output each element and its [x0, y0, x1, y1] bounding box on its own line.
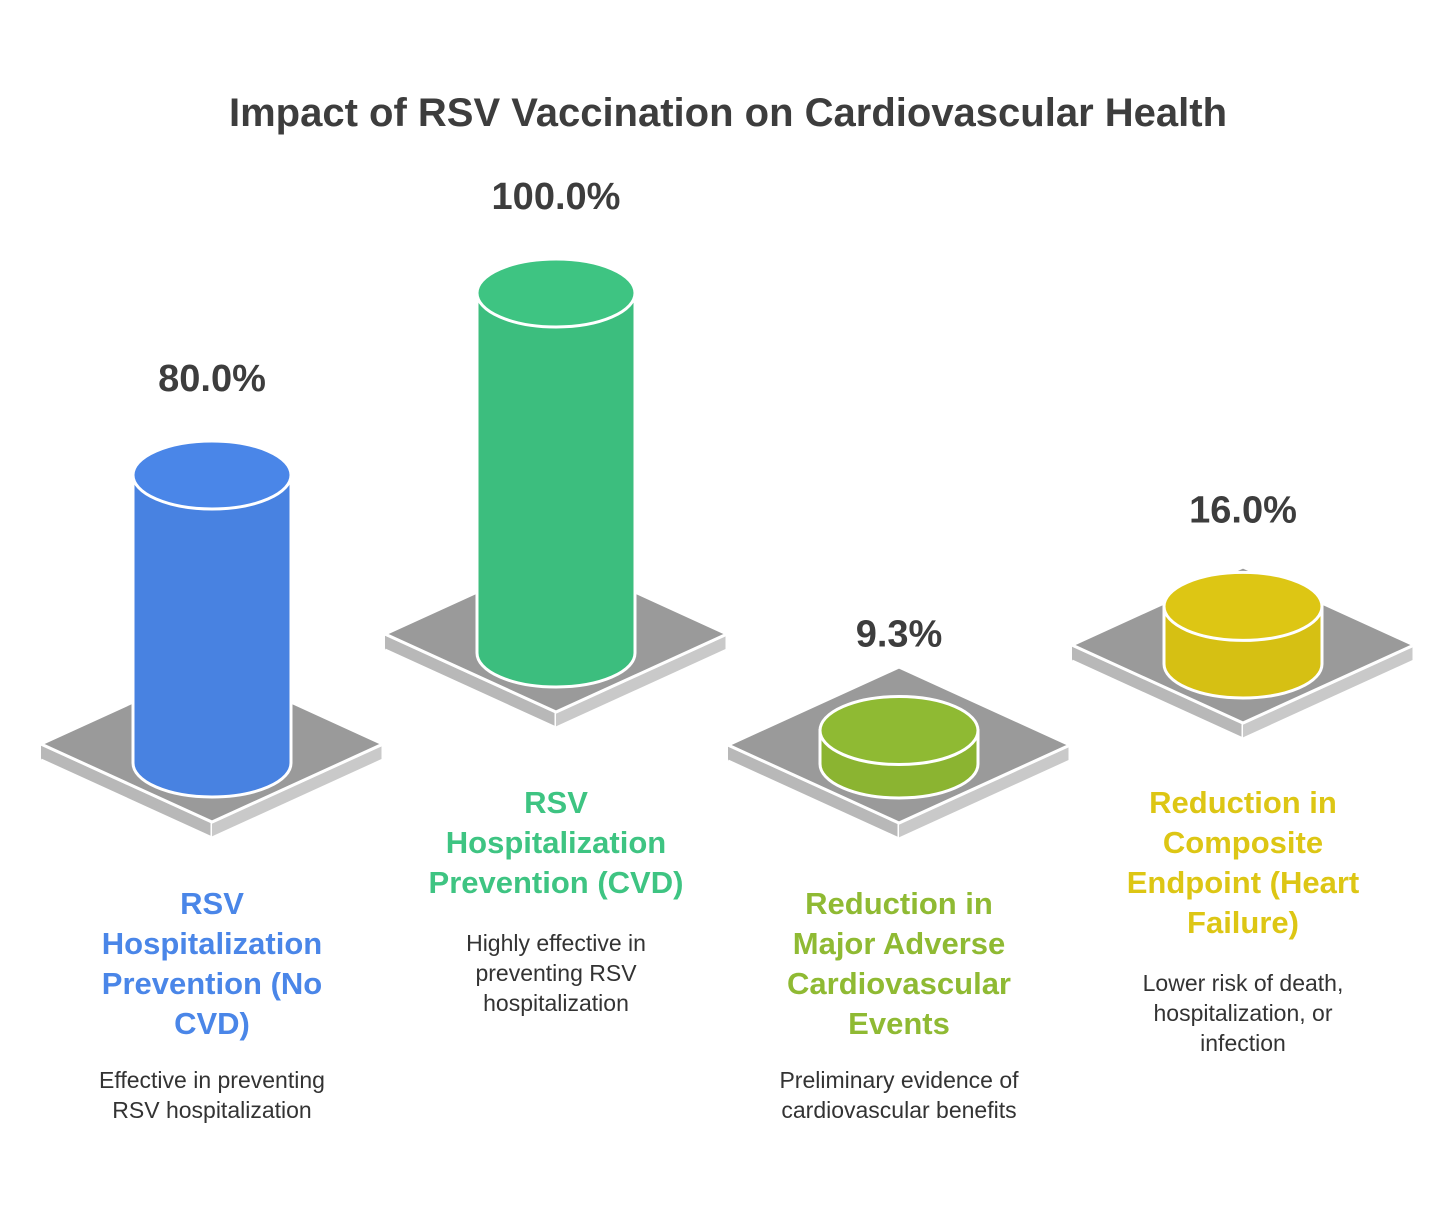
chart-title: Impact of RSV Vaccination on Cardiovascu…: [229, 91, 1227, 135]
bar-cylinder-top: [1162, 570, 1324, 642]
category-label-line: Prevention (CVD): [429, 865, 684, 900]
bar-group: 80.0% RSV Hospitalization Prevention (No CVD…: [39, 358, 385, 1123]
description-line: Lower risk of death,: [1143, 970, 1344, 996]
category-label: Reduction in Composite Endpoint (Heart Fail…: [1127, 785, 1360, 940]
bars-group: 80.0% RSV Hospitalization Prevention (No CVD…: [39, 176, 1416, 1123]
bar-cylinder-top: [818, 695, 980, 767]
category-label: Reduction in Major Adverse Cardiovascular E…: [787, 886, 1011, 1041]
bar-value-label: 16.0%: [1189, 489, 1297, 531]
category-label-line: Reduction in: [805, 886, 993, 921]
category-label-line: Events: [848, 1006, 950, 1041]
category-label: RSV Hospitalization Prevention (No CVD): [102, 886, 322, 1041]
category-label-line: Failure): [1187, 905, 1299, 940]
category-label-line: Endpoint (Heart: [1127, 865, 1360, 900]
category-label-line: Composite: [1163, 825, 1323, 860]
bar-group: 16.0% Reduction in Composite Endpoint (Hear…: [1070, 489, 1416, 1056]
category-description: Preliminary evidence of cardiovascular be…: [779, 1067, 1019, 1123]
bar-value-label: 9.3%: [856, 614, 943, 656]
bar-cylinder-body: [475, 291, 637, 689]
bar-group: 100.0% RSV Hospitalization Prevention (CVD)…: [383, 176, 729, 1016]
bar-cylinder-body: [131, 473, 293, 799]
category-label-line: Hospitalization: [102, 926, 322, 961]
category-label-line: RSV: [180, 886, 244, 921]
category-description: Highly effective in preventing RSV hospita…: [466, 930, 646, 1016]
category-label-line: CVD): [174, 1006, 250, 1041]
category-label-line: Cardiovascular: [787, 966, 1011, 1001]
category-label-line: Prevention (No: [102, 966, 322, 1001]
category-label-line: RSV: [524, 785, 588, 820]
bar-value-label: 80.0%: [158, 358, 266, 400]
bar-value-label: 100.0%: [492, 176, 621, 218]
description-line: infection: [1200, 1030, 1286, 1056]
bar-group: 9.3% Reduction in Major Adverse Cardiovascu…: [726, 614, 1072, 1123]
bar-cylinder-top: [131, 439, 293, 511]
category-label-line: Reduction in: [1149, 785, 1337, 820]
description-line: Preliminary evidence of: [779, 1067, 1019, 1093]
description-line: cardiovascular benefits: [781, 1097, 1016, 1123]
category-label-line: Hospitalization: [446, 825, 666, 860]
description-line: Highly effective in: [466, 930, 646, 956]
category-description: Lower risk of death, hospitalization, or i…: [1143, 970, 1344, 1056]
category-label: RSV Hospitalization Prevention (CVD): [429, 785, 684, 900]
category-label-line: Major Adverse: [793, 926, 1006, 961]
description-line: Effective in preventing: [99, 1067, 325, 1093]
category-description: Effective in preventing RSV hospitalizati…: [99, 1067, 325, 1123]
description-line: RSV hospitalization: [112, 1097, 311, 1123]
bar-cylinder-top: [475, 257, 637, 329]
description-line: hospitalization: [483, 990, 629, 1016]
description-line: hospitalization, or: [1154, 1000, 1333, 1026]
description-line: preventing RSV: [475, 960, 637, 986]
